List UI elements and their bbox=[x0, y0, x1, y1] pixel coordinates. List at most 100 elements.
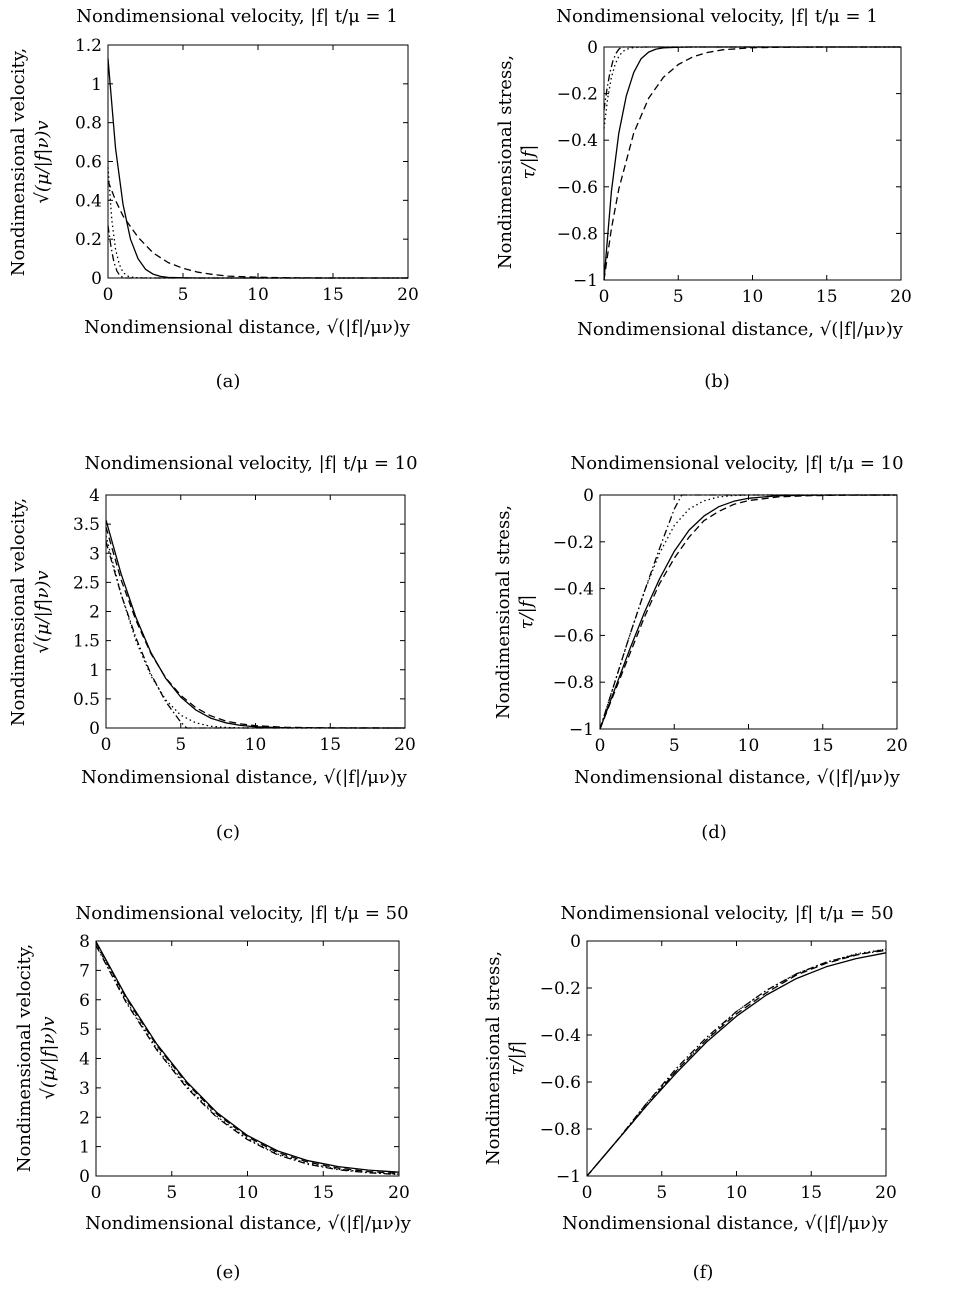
y-tick-label: 7 bbox=[79, 961, 90, 981]
plot-area bbox=[107, 44, 409, 279]
y-ticks: 0 0.2 0.4 0.6 0.8 1 1.2 bbox=[75, 36, 408, 289]
x-axis-label: Nondimensional distance, √(|f|/μν)y bbox=[84, 317, 411, 338]
y-tick-label: 3 bbox=[89, 544, 100, 564]
curves bbox=[586, 948, 887, 1177]
series-line-solid bbox=[95, 941, 400, 1173]
y-axis-label: Nondimensional velocity, bbox=[8, 48, 29, 276]
y-tick-label: −0.2 bbox=[553, 533, 594, 553]
y-tick-label: −1 bbox=[556, 1167, 581, 1187]
x-tick-label: 5 bbox=[175, 735, 186, 755]
x-tick-label: 20 bbox=[394, 735, 416, 755]
series-line-dashdot bbox=[95, 945, 400, 1176]
x-axis-label: Nondimensional distance, √(|f|/μν)y bbox=[562, 1213, 889, 1234]
x-tick-label: 5 bbox=[166, 1183, 177, 1203]
x-tick-label: 5 bbox=[656, 1183, 667, 1203]
chart-panel-e: Nondimensional velocity, |f| t/μ = 50 No… bbox=[14, 903, 412, 1283]
x-tick-label: 15 bbox=[312, 1183, 334, 1203]
x-tick-label: 10 bbox=[247, 285, 269, 305]
series-line-dotted bbox=[95, 943, 400, 1175]
chart-panel-c: Nondimensional velocity, |f| t/μ = 10 No… bbox=[8, 453, 418, 843]
y-tick-label: 1 bbox=[91, 75, 102, 95]
y-tick-label: 8 bbox=[79, 932, 90, 952]
plot-area bbox=[603, 46, 902, 281]
y-tick-label: 0.4 bbox=[75, 191, 102, 211]
x-tick-label: 20 bbox=[397, 285, 419, 305]
x-tick-label: 0 bbox=[101, 735, 112, 755]
y-tick-label: 0.6 bbox=[75, 153, 102, 173]
chart-title: Nondimensional velocity, |f| t/μ = 50 bbox=[560, 903, 893, 924]
chart-title: Nondimensional velocity, |f| t/μ = 1 bbox=[556, 6, 878, 27]
x-axis-label: Nondimensional distance, √(|f|/μν)y bbox=[574, 767, 901, 788]
curves bbox=[599, 494, 898, 730]
y-tick-label: −0.4 bbox=[540, 1026, 581, 1046]
panel-caption: (d) bbox=[701, 822, 727, 843]
x-ticks: 0 5 10 15 20 bbox=[91, 941, 410, 1203]
y-tick-label: 2 bbox=[79, 1108, 90, 1128]
x-tick-label: 10 bbox=[237, 1183, 259, 1203]
y-tick-label: 0.8 bbox=[75, 114, 102, 134]
chart-panel-f: Nondimensional velocity, |f| t/μ = 50 No… bbox=[483, 903, 897, 1283]
chart-panel-a: Nondimensional velocity, |f| t/μ = 1 Non… bbox=[8, 6, 419, 392]
curves bbox=[105, 519, 406, 729]
series-line-dotted bbox=[603, 46, 901, 129]
y-tick-label: 4 bbox=[89, 486, 100, 506]
series-line-dashdot bbox=[603, 46, 901, 110]
y-axis-label-formula: τ/|f| bbox=[518, 145, 539, 180]
panel-caption: (c) bbox=[216, 822, 240, 843]
y-tick-label: −0.8 bbox=[557, 224, 598, 244]
x-ticks: 0 5 10 15 20 bbox=[101, 495, 416, 755]
x-tick-label: 15 bbox=[800, 1183, 822, 1203]
x-tick-label: 5 bbox=[669, 736, 680, 756]
y-tick-label: −0.6 bbox=[557, 178, 598, 198]
y-axis-label-formula: τ/|f| bbox=[516, 595, 537, 630]
series-line-dashdot bbox=[586, 949, 887, 1177]
x-ticks: 0 5 10 15 20 bbox=[103, 45, 419, 305]
y-tick-label: 1.2 bbox=[75, 36, 102, 56]
series-line-dashed bbox=[105, 526, 406, 729]
x-tick-label: 5 bbox=[178, 285, 189, 305]
chart-title: Nondimensional velocity, |f| t/μ = 1 bbox=[76, 6, 398, 27]
y-tick-label: 0 bbox=[91, 269, 102, 289]
y-ticks: −1 −0.8 −0.6 −0.4 −0.2 0 bbox=[540, 932, 886, 1187]
x-tick-label: 20 bbox=[886, 736, 908, 756]
series-line-dotted bbox=[105, 535, 405, 729]
series-line-dashdot bbox=[107, 225, 408, 279]
y-ticks: −1 −0.8 −0.6 −0.4 −0.2 0 bbox=[557, 38, 901, 291]
y-axis-label-formula: √(μ/|f|ν)v bbox=[32, 120, 53, 203]
y-tick-label: −0.8 bbox=[553, 673, 594, 693]
series-line-dashed bbox=[603, 46, 901, 281]
x-tick-label: 10 bbox=[726, 1183, 748, 1203]
y-axis-label-formula: √(μ/|f|ν)v bbox=[32, 570, 53, 653]
y-axis-label: Nondimensional velocity, bbox=[14, 944, 35, 1172]
x-tick-label: 10 bbox=[245, 735, 267, 755]
x-tick-label: 0 bbox=[103, 285, 114, 305]
y-tick-label: 0 bbox=[570, 932, 581, 952]
y-tick-label: −0.2 bbox=[540, 979, 581, 999]
x-tick-label: 20 bbox=[890, 287, 912, 307]
y-ticks: 0 0.5 1 1.5 2 2.5 3 3.5 4 bbox=[73, 486, 405, 739]
x-tick-label: 0 bbox=[595, 736, 606, 756]
y-tick-label: −0.4 bbox=[553, 580, 594, 600]
y-axis-label-formula: √(μ/|f|ν)v bbox=[38, 1016, 59, 1099]
y-tick-label: 0.5 bbox=[73, 690, 100, 710]
x-ticks: 0 5 10 15 20 bbox=[582, 941, 897, 1203]
y-tick-label: 1.5 bbox=[73, 632, 100, 652]
plot-area bbox=[95, 940, 400, 1177]
y-ticks: −1 −0.8 −0.6 −0.4 −0.2 0 bbox=[553, 486, 897, 740]
x-axis-label: Nondimensional distance, √(|f|/μν)y bbox=[577, 319, 904, 340]
y-axis-label: Nondimensional stress, bbox=[493, 505, 514, 719]
chart-panel-b: Nondimensional velocity, |f| t/μ = 1 Non… bbox=[495, 6, 912, 392]
panel-caption: (b) bbox=[704, 371, 730, 392]
x-tick-label: 5 bbox=[673, 287, 684, 307]
panel-caption: (e) bbox=[216, 1262, 241, 1283]
x-tick-label: 0 bbox=[599, 287, 610, 307]
y-tick-label: −0.4 bbox=[557, 131, 598, 151]
y-tick-label: 1 bbox=[79, 1138, 90, 1158]
plot-area bbox=[586, 940, 887, 1177]
y-tick-label: 3.5 bbox=[73, 515, 100, 535]
y-tick-label: 4 bbox=[79, 1050, 90, 1070]
y-tick-label: 2 bbox=[89, 603, 100, 623]
y-axis-label-formula: τ/|f| bbox=[506, 1041, 527, 1076]
y-tick-label: −0.2 bbox=[557, 85, 598, 105]
plot-area bbox=[105, 494, 406, 729]
